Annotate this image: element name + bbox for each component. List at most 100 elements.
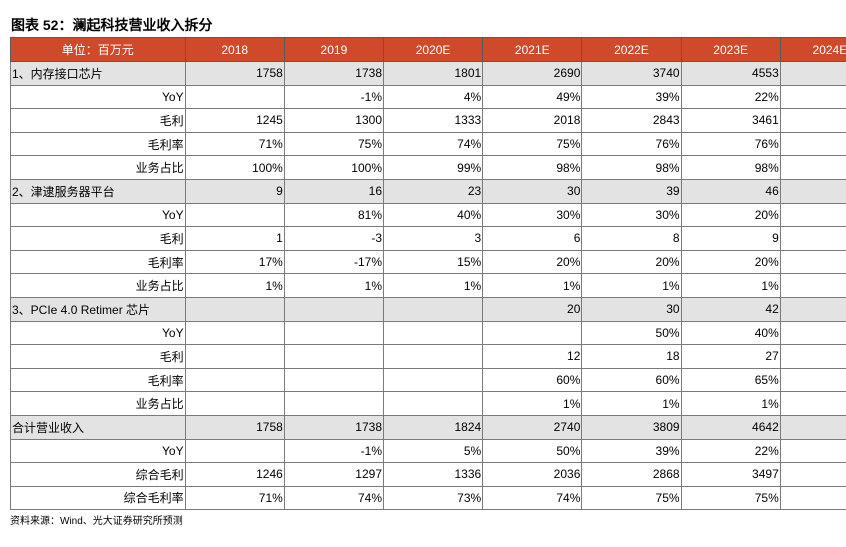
table-cell: 4% xyxy=(779,84,846,110)
table-cell: 20% xyxy=(581,249,682,275)
table-cell: 99% xyxy=(382,155,484,180)
table-row: 毛利1-3368911 xyxy=(10,226,846,251)
table-cell: 98% xyxy=(779,155,846,180)
year-header: 2023E xyxy=(680,37,781,62)
table-cell: 3740 xyxy=(581,61,682,86)
section-row: 1、内存接口芯片1758173818012690374045534733 xyxy=(10,61,846,86)
row-label: 毛利 xyxy=(10,108,186,133)
table-cell: -3 xyxy=(283,226,385,251)
table-cell xyxy=(482,320,583,346)
row-label: 业务占比 xyxy=(10,155,186,180)
row-label: 业务占比 xyxy=(10,273,186,298)
row-label: 业务占比 xyxy=(10,391,186,416)
revenue-breakdown-table: 单位：百万元 2018 2019 2020E 2021E 2022E 2023E… xyxy=(10,37,846,511)
table-cell: 9 xyxy=(680,226,781,251)
table-cell xyxy=(382,391,484,416)
table-cell: 1738 xyxy=(283,414,385,440)
table-cell: 12 xyxy=(482,344,583,369)
table-cell: 2690 xyxy=(482,61,583,86)
table-cell: 98% xyxy=(680,155,781,180)
table-cell: 2036 xyxy=(482,462,583,487)
row-label: 毛利率 xyxy=(10,131,186,157)
table-cell: 75% xyxy=(779,485,846,511)
table-cell xyxy=(184,320,285,346)
table-cell: 2843 xyxy=(581,108,682,133)
table-cell: -1% xyxy=(283,84,385,110)
table-cell xyxy=(283,367,385,393)
table-cell: 42 xyxy=(680,296,781,322)
table-cell: 1% xyxy=(779,273,846,298)
table-cell: 4% xyxy=(779,438,846,464)
table-cell xyxy=(283,320,385,346)
table-row: YoY-1%4%49%39%22%4% xyxy=(10,84,846,110)
table-cell: 60% xyxy=(482,367,583,393)
row-label: 2、津逮服务器平台 xyxy=(10,178,186,204)
table-cell: 98% xyxy=(482,155,583,180)
table-cell: 30 xyxy=(482,178,583,204)
table-cell xyxy=(382,320,484,346)
table-cell: 5% xyxy=(382,438,484,464)
table-cell: 20% xyxy=(482,249,583,275)
table-cell xyxy=(382,367,484,393)
section-row: 合计营业收入1758173818242740380946424845 xyxy=(10,414,846,440)
table-cell: 30% xyxy=(581,202,682,228)
table-cell: 73% xyxy=(382,485,484,511)
header-row: 单位：百万元 2018 2019 2020E 2021E 2022E 2023E… xyxy=(10,37,846,62)
table-container: 单位：百万元 2018 2019 2020E 2021E 2022E 2023E… xyxy=(10,37,846,511)
table-cell: 1% xyxy=(482,391,583,416)
table-cell: 20% xyxy=(779,249,846,275)
table-cell: 1% xyxy=(581,391,682,416)
table-cell: 2018 xyxy=(482,108,583,133)
table-cell: 30% xyxy=(482,202,583,228)
table-cell: 1% xyxy=(382,273,484,298)
table-cell: 100% xyxy=(184,155,285,180)
table-cell: 46 xyxy=(680,178,781,204)
table-cell: 22% xyxy=(680,84,781,110)
table-cell: 3461 xyxy=(680,108,781,133)
table-cell: 1% xyxy=(482,273,583,298)
table-cell: 50% xyxy=(482,438,583,464)
table-cell: 49% xyxy=(482,84,583,110)
table-cell: 55 xyxy=(779,296,846,322)
table-row: 毛利 12182735 xyxy=(10,344,846,369)
table-cell: 2868 xyxy=(581,462,682,487)
table-cell: 1% xyxy=(184,273,285,298)
table-cell: 20% xyxy=(779,202,846,228)
row-label: YoY xyxy=(10,438,186,464)
year-header: 2021E xyxy=(482,37,583,62)
row-label: 毛利 xyxy=(10,344,186,369)
table-cell: 39 xyxy=(581,178,682,204)
table-cell xyxy=(184,438,285,464)
table-row: 综合毛利1246129713362036286834973645 xyxy=(10,462,846,487)
section-row: 3、PCIe 4.0 Retimer 芯片 20304255 xyxy=(10,296,846,322)
table-cell: -1% xyxy=(283,438,385,464)
table-cell xyxy=(382,296,484,322)
table-cell: 60% xyxy=(581,367,682,393)
table-cell: 1 xyxy=(184,226,285,251)
table-cell: 1758 xyxy=(184,414,285,440)
table-cell: 55 xyxy=(779,178,846,204)
table-cell: 4733 xyxy=(779,61,846,86)
table-cell: 100% xyxy=(283,155,385,180)
table-cell: 1300 xyxy=(283,108,385,133)
table-cell xyxy=(184,367,285,393)
row-label: 合计营业收入 xyxy=(10,414,186,440)
table-cell xyxy=(382,344,484,369)
table-cell: 4845 xyxy=(779,414,846,440)
table-cell: 16 xyxy=(283,178,385,204)
table-cell: -17% xyxy=(283,249,385,275)
table-cell: 1297 xyxy=(283,462,385,487)
unit-header: 单位：百万元 xyxy=(10,37,186,62)
table-cell: 75% xyxy=(482,131,583,157)
table-cell: 75% xyxy=(680,485,781,511)
table-cell: 22% xyxy=(680,438,781,464)
table-cell: 20 xyxy=(482,296,583,322)
table-cell xyxy=(283,391,385,416)
row-label: 3、PCIe 4.0 Retimer 芯片 xyxy=(10,296,186,322)
table-cell xyxy=(283,296,385,322)
year-header: 2019 xyxy=(283,37,385,62)
